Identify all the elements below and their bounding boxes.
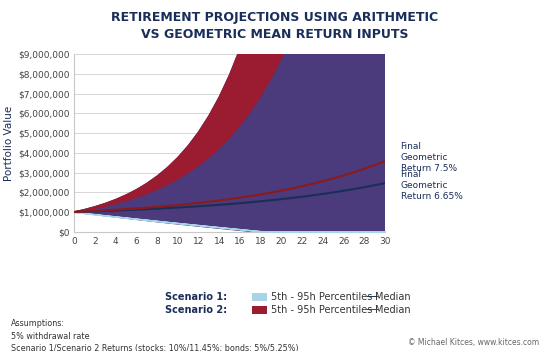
Text: Scenario 2:: Scenario 2:	[165, 305, 227, 314]
Text: 5th - 95h Percentiles: 5th - 95h Percentiles	[271, 305, 372, 314]
Text: 5th - 95h Percentiles: 5th - 95h Percentiles	[271, 292, 372, 302]
Text: Final
Geometric
Return 7.5%: Final Geometric Return 7.5%	[400, 141, 456, 173]
Text: RETIREMENT PROJECTIONS USING ARITHMETIC
VS GEOMETRIC MEAN RETURN INPUTS: RETIREMENT PROJECTIONS USING ARITHMETIC …	[112, 11, 438, 40]
Text: Median: Median	[375, 292, 410, 302]
Text: —: —	[366, 290, 378, 303]
Text: Median: Median	[375, 305, 410, 314]
Text: Final
Geometric
Return 6.65%: Final Geometric Return 6.65%	[400, 170, 463, 201]
Text: Scenario 1:: Scenario 1:	[165, 292, 227, 302]
Text: —: —	[366, 303, 378, 316]
Y-axis label: Portfolio Value: Portfolio Value	[4, 105, 14, 181]
Text: © Michael Kitces, www.kitces.com: © Michael Kitces, www.kitces.com	[408, 338, 539, 347]
Text: Assumptions:
5% withdrawal rate
Scenario 1/Scenario 2 Returns (stocks: 10%/11.45: Assumptions: 5% withdrawal rate Scenario…	[11, 319, 299, 351]
